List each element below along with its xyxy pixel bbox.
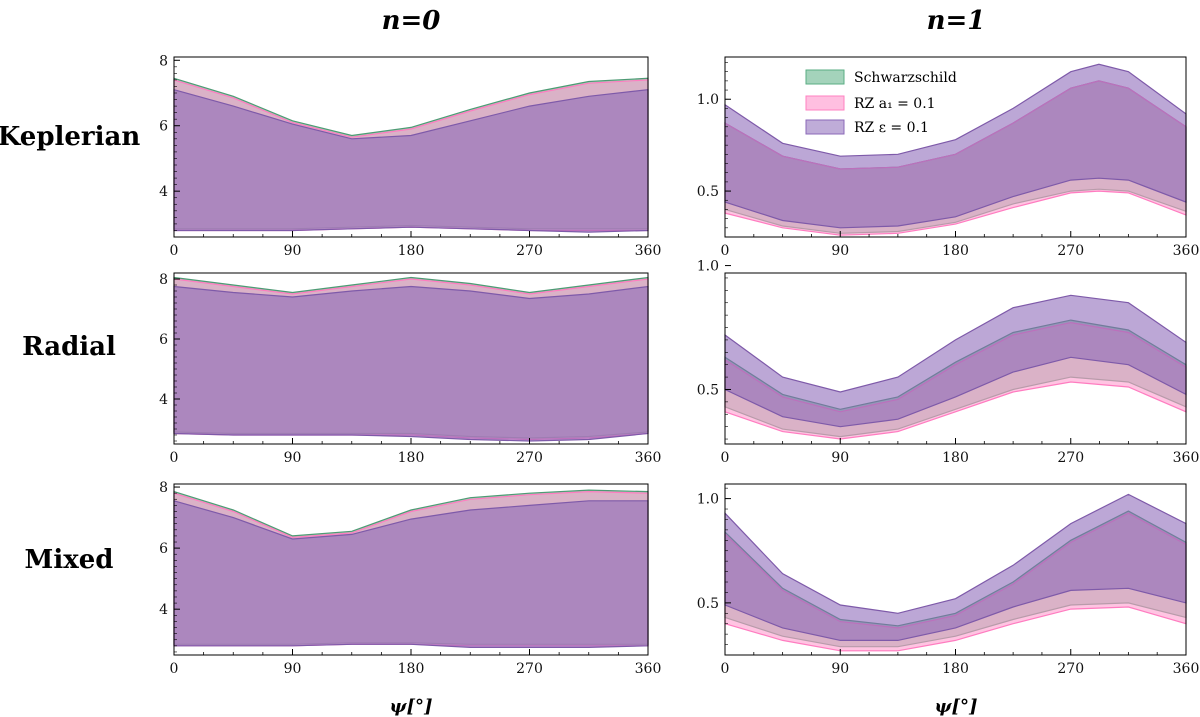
- x-tick-label-mixed-n1-4: 360: [1173, 661, 1200, 677]
- x-tick-label-mixed-n1-0: 0: [721, 661, 730, 677]
- x-tick-label-keplerian-n0-2: 180: [398, 243, 425, 259]
- x-tick-label-radial-n0-3: 270: [516, 450, 543, 466]
- legend-swatch-rz-a1: [805, 95, 845, 111]
- y-tick-label-keplerian-n0-1: 6: [159, 119, 168, 135]
- x-tick-label-keplerian-n0-3: 270: [516, 243, 543, 259]
- x-tick-label-radial-n0-2: 180: [398, 450, 425, 466]
- y-tick-label-radial-n0-2: 8: [159, 272, 168, 288]
- panel-keplerian-n1: 0 90 180 270 360 0.5 1.0: [697, 56, 1200, 259]
- x-tick-label-keplerian-n1-3: 270: [1057, 243, 1084, 259]
- band-rz-epsilon-mixed-n1: [724, 493, 1187, 641]
- x-tick-label-mixed-n1-2: 180: [942, 661, 969, 677]
- x-tick-label-mixed-n0-0: 0: [170, 661, 179, 677]
- y-tick-label-mixed-n1-1: 1.0: [697, 492, 719, 508]
- band-rz-epsilon-radial-n0: [173, 285, 649, 442]
- y-tick-label-mixed-n1-0: 0.5: [697, 596, 719, 612]
- row-label-radial: Radial: [22, 332, 116, 362]
- x-tick-label-radial-n0-4: 360: [635, 450, 662, 466]
- x-tick-label-keplerian-n0-4: 360: [635, 243, 662, 259]
- band-rz-epsilon-keplerian-n1: [724, 63, 1187, 229]
- band-rz-epsilon-keplerian-n0: [173, 88, 649, 233]
- y-tick-label-keplerian-n1-0: 0.5: [697, 184, 719, 200]
- y-tick-label-keplerian-n0-0: 4: [159, 184, 168, 200]
- panel-mixed-n0: 0 90 180 270 360 4 6 8: [159, 480, 661, 677]
- panel-radial-n1: 0 90 180 270 360 0.5 1.0: [697, 259, 1200, 466]
- x-tick-label-radial-n1-0: 0: [721, 450, 730, 466]
- y-tick-label-keplerian-n0-2: 8: [159, 53, 168, 69]
- y-tick-label-radial-n0-0: 4: [159, 392, 168, 408]
- x-tick-label-radial-n1-3: 270: [1057, 450, 1084, 466]
- panel-keplerian-n0: 0 90 180 270 360 4 6 8: [159, 53, 661, 259]
- legend-label-schwarzschild: Schwarzschild: [854, 70, 957, 86]
- legend-label-rz-a1: RZ a₁ = 0.1: [854, 96, 936, 112]
- x-tick-label-radial-n0-1: 90: [284, 450, 302, 466]
- legend-swatch-rz-epsilon: [805, 119, 845, 135]
- legend-label-rz-epsilon: RZ ε = 0.1: [854, 120, 929, 136]
- x-tick-label-mixed-n1-3: 270: [1057, 661, 1084, 677]
- x-tick-label-mixed-n0-1: 90: [284, 661, 302, 677]
- y-tick-label-mixed-n0-2: 8: [159, 480, 168, 496]
- x-tick-label-mixed-n0-4: 360: [635, 661, 662, 677]
- y-tick-label-mixed-n0-1: 6: [159, 541, 168, 557]
- panel-radial-n0: 0 90 180 270 360 4 6 8: [159, 272, 661, 466]
- y-tick-label-mixed-n0-0: 4: [159, 602, 168, 618]
- x-tick-label-mixed-n1-1: 90: [831, 661, 849, 677]
- x-tick-label-mixed-n0-2: 180: [398, 661, 425, 677]
- x-axis-label-right: ψ[°]: [935, 696, 978, 717]
- y-tick-label-radial-n0-1: 6: [159, 332, 168, 348]
- x-tick-label-radial-n1-2: 180: [942, 450, 969, 466]
- panel-mixed-n1: 0 90 180 270 360 0.5 1.0: [697, 483, 1200, 677]
- y-tick-label-radial-n1-1: 1.0: [697, 259, 719, 275]
- x-axis-label-left: ψ[°]: [390, 696, 433, 717]
- x-tick-label-radial-n1-1: 90: [831, 450, 849, 466]
- x-tick-label-keplerian-n1-1: 90: [831, 243, 849, 259]
- column-title-n1: n=1: [927, 6, 986, 36]
- y-tick-label-keplerian-n1-1: 1.0: [697, 92, 719, 108]
- x-tick-label-keplerian-n1-4: 360: [1173, 243, 1200, 259]
- x-tick-label-keplerian-n1-0: 0: [721, 243, 730, 259]
- row-label-keplerian: Keplerian: [0, 122, 140, 152]
- x-tick-label-mixed-n0-3: 270: [516, 661, 543, 677]
- x-tick-label-keplerian-n1-2: 180: [942, 243, 969, 259]
- x-tick-label-keplerian-n0-0: 0: [170, 243, 179, 259]
- legend-swatch-schwarzschild: [805, 69, 845, 85]
- legend: Schwarzschild RZ a₁ = 0.1 RZ ε = 0.1: [805, 69, 957, 136]
- x-tick-label-keplerian-n0-1: 90: [284, 243, 302, 259]
- x-tick-label-radial-n0-0: 0: [170, 450, 179, 466]
- row-label-mixed: Mixed: [25, 545, 114, 575]
- column-title-n0: n=0: [382, 6, 441, 36]
- band-rz-epsilon-mixed-n0: [173, 500, 649, 648]
- y-tick-label-radial-n1-0: 0.5: [697, 382, 719, 398]
- x-tick-label-radial-n1-4: 360: [1173, 450, 1200, 466]
